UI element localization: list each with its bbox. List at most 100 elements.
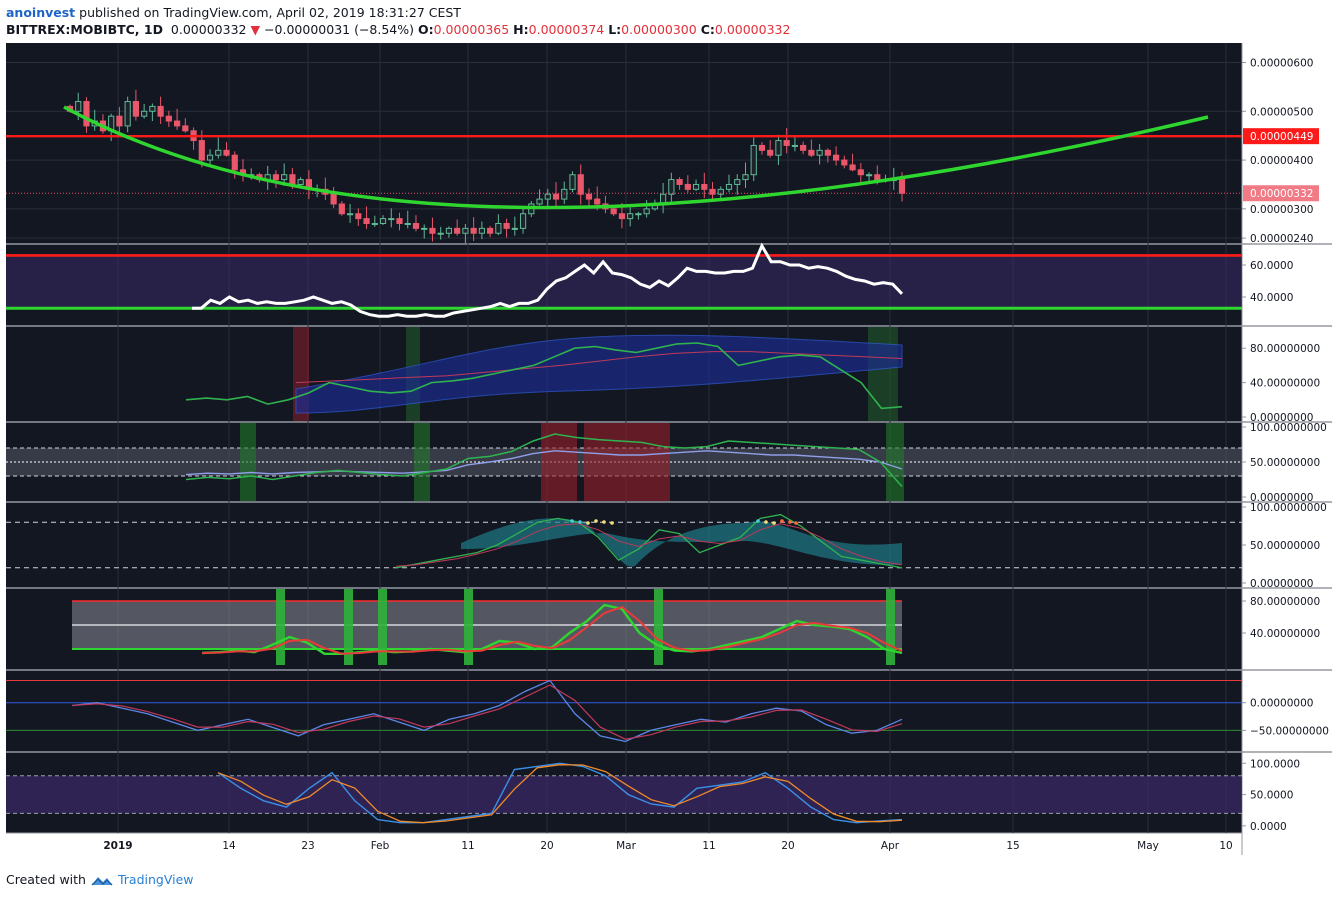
bollinger-basis bbox=[295, 351, 903, 384]
y-tick-label: 40.00000000 bbox=[1250, 378, 1320, 390]
y-tick-label: −50.00000000 bbox=[1250, 725, 1329, 737]
created-with-text: Created with bbox=[6, 872, 86, 887]
y-tick-label: 0.00000000 bbox=[1250, 698, 1313, 710]
signal-dot bbox=[570, 519, 574, 523]
indicator-line bbox=[185, 342, 903, 410]
chart-canvas[interactable]: 2019 14 23 Feb 11 20 Mar 11 20 Apr 15 May 10 0.000006… bbox=[6, 43, 1332, 863]
candle-body bbox=[874, 174, 881, 181]
candle-body bbox=[725, 183, 733, 190]
candle-body bbox=[709, 188, 716, 195]
change-arrow-icon: ▼ bbox=[250, 22, 261, 37]
candle-body bbox=[215, 149, 222, 156]
candle-body bbox=[824, 149, 831, 156]
candle-body bbox=[865, 174, 873, 177]
candle-body bbox=[421, 227, 428, 230]
candle-body bbox=[272, 174, 280, 181]
rsi-line bbox=[192, 242, 904, 318]
rsi-band-fill bbox=[6, 255, 1242, 309]
candle-body bbox=[511, 227, 518, 230]
signal-dot bbox=[586, 521, 590, 525]
stoch-d-line bbox=[217, 764, 903, 824]
price-axis-area bbox=[1242, 43, 1332, 863]
x-tick-label: 11 bbox=[702, 840, 715, 852]
candle-body bbox=[544, 193, 551, 200]
candle-body bbox=[396, 218, 403, 224]
candle-body bbox=[791, 144, 799, 147]
x-tick-label: Apr bbox=[881, 840, 900, 852]
signal-dot bbox=[794, 521, 798, 525]
last-price: 0.00000332 bbox=[170, 22, 247, 37]
candle-body bbox=[503, 222, 510, 229]
stoch-d-line bbox=[201, 605, 903, 655]
y-tick-label: 80.00000000 bbox=[1250, 596, 1320, 608]
signal-highlight bbox=[240, 423, 256, 501]
y-tick-label: 50.0000 bbox=[1250, 790, 1293, 802]
candle-body bbox=[684, 183, 691, 190]
candle-body bbox=[750, 144, 757, 176]
candle-body bbox=[470, 227, 477, 234]
candle-body bbox=[898, 179, 906, 194]
publish-info: anoinvest published on TradingView.com, … bbox=[6, 5, 461, 20]
x-tick-label: 15 bbox=[1006, 840, 1019, 852]
candle-body bbox=[808, 149, 815, 156]
y-tick-label: 50.00000000 bbox=[1250, 540, 1320, 552]
tradingview-link[interactable]: TradingView bbox=[117, 872, 194, 887]
symbol-label: BITTREX:MOBIBTC, 1D bbox=[6, 22, 163, 37]
signal-dot bbox=[594, 519, 598, 523]
change-value: −0.00000031 (−8.54%) bbox=[264, 22, 415, 37]
candle-body bbox=[355, 213, 362, 220]
x-tick-label: May bbox=[1137, 840, 1159, 852]
y-tick-label: 0.00000240 bbox=[1250, 233, 1313, 245]
candle-body bbox=[668, 179, 675, 195]
candle-body bbox=[231, 154, 238, 171]
c-value: 0.00000332 bbox=[714, 22, 791, 37]
candle-body bbox=[379, 218, 387, 224]
candle-body bbox=[701, 183, 708, 190]
rounding-bottom-curve bbox=[63, 105, 1209, 210]
buy-signal-bar bbox=[464, 589, 473, 665]
candle-body bbox=[173, 120, 181, 127]
y-tick-label: 0.00000300 bbox=[1250, 204, 1313, 216]
candle-body bbox=[132, 101, 140, 117]
l-value: 0.00000300 bbox=[621, 22, 697, 37]
buy-signal-bar bbox=[886, 589, 895, 665]
candle-body bbox=[495, 222, 502, 234]
y-tick-label: 50.00000000 bbox=[1250, 457, 1320, 469]
tradingview-logo-icon bbox=[91, 876, 113, 885]
h-label: H: bbox=[513, 22, 529, 37]
author-link[interactable]: anoinvest bbox=[6, 5, 76, 20]
candle-body bbox=[742, 174, 749, 181]
stoch-band-fill bbox=[6, 775, 1242, 814]
candle-body bbox=[429, 227, 436, 234]
candle-body bbox=[412, 222, 420, 229]
candle-body bbox=[577, 174, 584, 195]
y-tick-label: 100.00000000 bbox=[1250, 502, 1327, 514]
x-tick-label: Mar bbox=[616, 840, 636, 852]
candle-body bbox=[404, 222, 411, 225]
publish-text: published on TradingView.com, April 02, … bbox=[79, 5, 461, 20]
l-label: L: bbox=[608, 22, 622, 37]
candle-body bbox=[585, 193, 593, 200]
buy-signal-bar bbox=[654, 589, 663, 665]
candle-body bbox=[338, 203, 345, 215]
candle-body bbox=[157, 105, 164, 117]
candle-body bbox=[676, 179, 683, 185]
cloud-fill bbox=[461, 518, 902, 567]
bollinger-band-fill bbox=[295, 334, 903, 414]
stoch-k-line bbox=[217, 762, 903, 824]
signal-dot bbox=[772, 521, 776, 525]
y-tick-label: 0.00000000 bbox=[1250, 492, 1313, 504]
candle-body bbox=[758, 144, 766, 151]
signal-dot bbox=[780, 519, 784, 523]
y-tick-label: 0.00000600 bbox=[1250, 58, 1313, 70]
c-label: C: bbox=[700, 22, 715, 37]
candle-body bbox=[371, 222, 378, 225]
x-tick-label: Feb bbox=[371, 840, 390, 852]
candle-body bbox=[618, 213, 626, 220]
candle-body bbox=[198, 140, 205, 161]
candle-body bbox=[75, 101, 82, 112]
candle-body bbox=[643, 208, 650, 215]
candle-body bbox=[346, 213, 354, 216]
resistance-price-label: 0.00000449 bbox=[1250, 131, 1313, 143]
x-tick-label: 14 bbox=[222, 840, 236, 852]
